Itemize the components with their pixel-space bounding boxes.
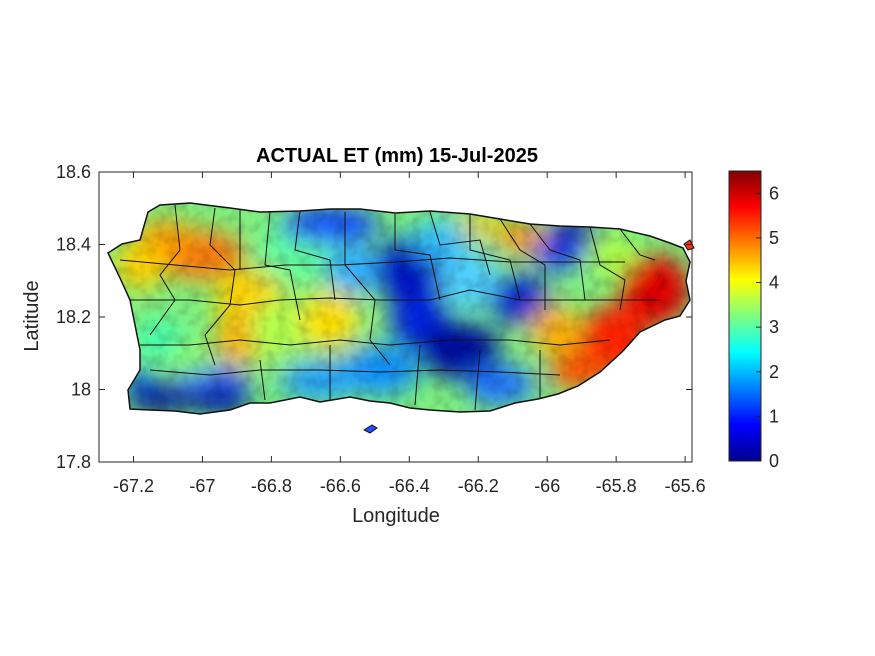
x-tick-label: -65.8 [596,476,637,496]
x-tick-label: -66.2 [458,476,499,496]
x-axis: -67.2 -67 -66.8 -66.6 -66.4 -66.2 -66 -65.8 -65.… [113,172,706,496]
colorbar-tick-label: 6 [769,183,779,203]
colorbar-tick-label: 1 [769,406,779,426]
colorbar [728,170,762,462]
small-island [362,424,378,434]
x-tick-label: -66.6 [320,476,361,496]
x-tick-label: -66.8 [251,476,292,496]
colorbar-tick-label: 4 [769,273,779,293]
municipal-boundaries [119,204,660,411]
x-tick-label: -66 [534,476,560,496]
chart-title: ACTUAL ET (mm) 15-Jul-2025 [256,145,538,167]
x-axis-label: Longitude [352,505,440,527]
x-tick-label: -66.4 [389,476,430,496]
colorbar-tick-label: 2 [769,362,779,382]
y-tick-label: 18.2 [56,307,91,327]
y-tick-label: 17.8 [56,452,91,472]
y-axis: 17.8 18 18.2 18.4 18.6 [56,162,692,472]
colorbar-tick-label: 5 [769,228,779,248]
colorbar-axis: 0 1 2 3 4 5 6 [756,183,779,471]
x-tick-label: -65.6 [665,476,706,496]
y-tick-label: 18 [71,380,91,400]
x-tick-label: -67.2 [113,476,154,496]
y-tick-label: 18.4 [56,235,91,255]
y-axis-label: Latitude [21,280,43,351]
et-raster [108,203,690,414]
colorbar-tick-label: 3 [769,317,779,337]
y-tick-label: 18.6 [56,162,91,182]
colorbar-tick-label: 0 [769,451,779,471]
x-tick-label: -67 [189,476,215,496]
